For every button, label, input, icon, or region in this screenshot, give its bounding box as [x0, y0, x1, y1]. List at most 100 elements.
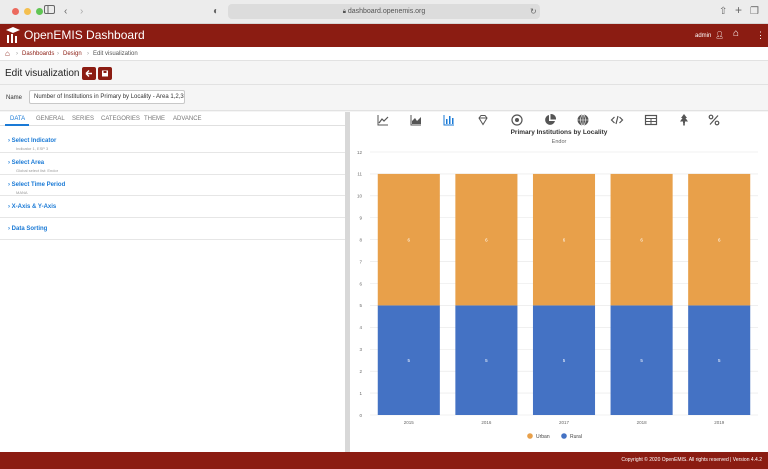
y-tick-label: 5	[359, 303, 362, 308]
accordion-title: › Select Time Period	[8, 182, 66, 188]
home-crumb-icon[interactable]: ⌂	[5, 49, 10, 58]
accordion-subtitle: Indicator 1, ESP 3	[16, 146, 49, 151]
bar-rural-2019	[688, 305, 751, 415]
y-tick-label: 0	[359, 413, 362, 418]
chart-subtitle: Endor	[552, 139, 567, 145]
chart-title: Primary Institutions by Locality	[511, 129, 608, 136]
y-tick-label: 7	[359, 259, 362, 264]
chevron-right-icon: ›	[8, 204, 12, 210]
crumb-dashboards[interactable]: Dashboards	[22, 51, 55, 57]
data-label: 6	[640, 238, 643, 243]
share-icon[interactable]: ⇧	[719, 6, 728, 17]
back-icon[interactable]: ‹	[64, 6, 68, 17]
shield-icon[interactable]: ◐	[213, 6, 220, 17]
accordion-x-axis-y-axis[interactable]: › X-Axis & Y-Axis	[0, 196, 345, 218]
area-chart-icon[interactable]	[409, 113, 423, 127]
minimize-window-button[interactable]	[24, 8, 31, 15]
crumb-design[interactable]: Design	[63, 51, 82, 57]
config-panel: DATA GENERAL SERIES CATEGORIES THEME ADV…	[0, 112, 345, 452]
forward-icon[interactable]: ›	[80, 6, 84, 17]
bar-urban-2015	[377, 173, 440, 306]
crumb-separator: ›	[87, 51, 89, 57]
divider	[0, 110, 768, 111]
bar-rural-2015	[377, 305, 440, 415]
x-tick-label: 2017	[559, 420, 570, 425]
accordion-title: › Select Indicator	[8, 138, 57, 144]
user-icon[interactable]: 👤︎	[715, 32, 724, 39]
name-label: Name	[6, 95, 23, 101]
tab-categories[interactable]: CATEGORIES	[101, 116, 140, 122]
y-tick-label: 4	[359, 325, 362, 330]
save-button[interactable]	[98, 67, 112, 80]
tab-theme[interactable]: THEME	[144, 116, 165, 122]
reload-icon[interactable]: ↻	[530, 7, 537, 16]
y-tick-label: 6	[359, 281, 362, 286]
legend-label-urban: Urban	[536, 434, 550, 440]
legend-marker-urban	[527, 433, 533, 439]
tabs-overview-icon[interactable]: ❐	[750, 6, 759, 17]
chevron-right-icon: ›	[8, 182, 12, 188]
accordion-select-time-period[interactable]: › Select Time Period MANA	[0, 175, 345, 196]
url-text: dashboard.openemis.org	[347, 8, 426, 15]
close-window-button[interactable]	[12, 8, 19, 15]
data-label: 5	[485, 358, 488, 363]
stacked-bar-chart: Primary Institutions by LocalityEndor012…	[357, 129, 758, 440]
y-tick-label: 12	[357, 150, 363, 155]
active-tab-indicator	[5, 124, 29, 126]
accordion-title: › Data Sorting	[8, 226, 48, 232]
accordion-subtitle: MANA	[16, 190, 28, 195]
y-tick-label: 10	[357, 194, 363, 199]
bar-rural-2018	[610, 305, 673, 415]
accordion-title: › Select Area	[8, 160, 45, 166]
address-bar[interactable]: 🔒︎ dashboard.openemis.org	[228, 4, 540, 19]
maximize-window-button[interactable]	[36, 8, 43, 15]
pie-chart-icon[interactable]	[543, 113, 557, 127]
tab-advance[interactable]: ADVANCE	[173, 116, 202, 122]
percent-icon[interactable]	[707, 113, 721, 127]
tab-general[interactable]: GENERAL	[36, 116, 65, 122]
home-icon[interactable]: ⌂	[733, 28, 740, 39]
panel-splitter[interactable]	[345, 112, 350, 452]
bar-chart-icon[interactable]	[442, 113, 456, 127]
accordion-subtitle: Global select list: Endor	[16, 168, 59, 173]
bar-urban-2016	[455, 173, 518, 306]
x-tick-label: 2019	[714, 420, 725, 425]
y-tick-label: 11	[357, 172, 362, 177]
bar-urban-2019	[688, 173, 751, 306]
more-menu-icon[interactable]: ⋮	[756, 30, 765, 40]
chevron-right-icon: ›	[8, 138, 12, 144]
tab-data[interactable]: DATA	[10, 116, 26, 122]
code-icon[interactable]	[610, 113, 624, 127]
y-tick-label: 1	[359, 391, 362, 396]
x-tick-label: 2018	[637, 420, 648, 425]
app-title: OpenEMIS Dashboard	[24, 28, 145, 42]
preview-panel: Primary Institutions by Locality Endor 0 1 2…	[350, 112, 768, 452]
table-icon[interactable]	[644, 113, 658, 127]
name-input[interactable]: Number of Institutions in Primary by Loc…	[29, 90, 185, 104]
tree-icon[interactable]	[677, 113, 691, 127]
data-label: 5	[408, 358, 411, 363]
user-name[interactable]: admin	[695, 33, 712, 39]
tab-series[interactable]: SERIES	[72, 116, 95, 122]
accordion-data-sorting[interactable]: › Data Sorting	[0, 218, 345, 240]
browser-toolbar: ‹ › ◐ 🔒︎ dashboard.openemis.org ↻ ⇧ + ❐	[0, 0, 768, 24]
sidebar-toggle-icon[interactable]	[44, 5, 55, 19]
x-tick-label: 2015	[404, 420, 415, 425]
line-chart-icon[interactable]	[376, 113, 390, 127]
data-label: 5	[640, 358, 643, 363]
accordion-select-indicator[interactable]: › Select Indicator Indicator 1, ESP 3	[0, 132, 345, 153]
footer: Copyright © 2020 OpenEMIS. All rights re…	[0, 452, 768, 469]
target-icon[interactable]	[510, 113, 524, 127]
back-button[interactable]	[82, 67, 96, 80]
bar-urban-2017	[532, 173, 596, 306]
globe-icon[interactable]	[576, 113, 590, 127]
openemis-logo-icon	[6, 27, 20, 43]
y-tick-label: 8	[359, 237, 362, 242]
app-header: OpenEMIS Dashboard admin 👤︎ ⌂ ⋮	[0, 24, 768, 47]
diamond-icon[interactable]	[476, 113, 490, 127]
bar-rural-2017	[532, 305, 596, 415]
arrow-left-icon	[85, 70, 92, 77]
lock-icon: 🔒︎	[342, 9, 346, 15]
accordion-select-area[interactable]: › Select Area Global select list: Endor	[0, 153, 345, 175]
new-tab-icon[interactable]: +	[735, 3, 743, 17]
